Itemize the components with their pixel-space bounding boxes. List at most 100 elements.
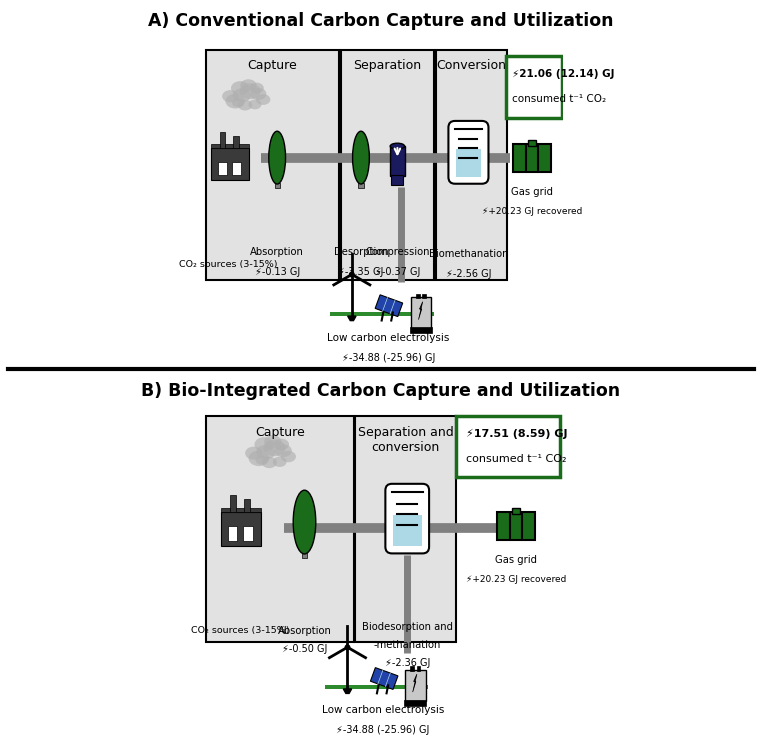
Bar xyxy=(221,508,261,512)
Bar xyxy=(230,495,236,512)
Ellipse shape xyxy=(245,447,262,459)
Ellipse shape xyxy=(226,94,245,108)
Text: ⚡-2.36 GJ: ⚡-2.36 GJ xyxy=(385,657,430,668)
Text: Biodesorption and: Biodesorption and xyxy=(362,622,453,632)
Ellipse shape xyxy=(353,131,370,184)
FancyBboxPatch shape xyxy=(456,416,559,476)
Ellipse shape xyxy=(248,99,261,110)
Bar xyxy=(405,700,426,705)
Bar xyxy=(330,312,434,316)
Text: ⚡-0.50 GJ: ⚡-0.50 GJ xyxy=(282,644,327,654)
Text: Separation and
conversion: Separation and conversion xyxy=(357,425,453,453)
Bar xyxy=(232,162,242,176)
Text: CO₂ sources (3-15%): CO₂ sources (3-15%) xyxy=(179,259,278,269)
Bar xyxy=(210,144,249,148)
Bar xyxy=(417,666,421,671)
Ellipse shape xyxy=(232,99,244,107)
FancyBboxPatch shape xyxy=(221,512,261,545)
FancyBboxPatch shape xyxy=(356,416,456,642)
Text: ⚡+20.23 GJ recovered: ⚡+20.23 GJ recovered xyxy=(466,575,566,584)
Polygon shape xyxy=(344,689,351,694)
Ellipse shape xyxy=(249,83,264,93)
Text: Low carbon electrolysis: Low carbon electrolysis xyxy=(327,333,450,342)
Bar xyxy=(528,140,536,146)
Text: Separation: Separation xyxy=(354,59,421,73)
Ellipse shape xyxy=(264,439,286,456)
Bar xyxy=(219,132,226,148)
Text: ⚡21.06 (12.14) GJ: ⚡21.06 (12.14) GJ xyxy=(512,69,614,79)
Text: Compression: Compression xyxy=(365,247,430,257)
Bar xyxy=(512,508,520,514)
Ellipse shape xyxy=(223,90,239,102)
Ellipse shape xyxy=(390,143,405,149)
Text: ⚡+20.23 GJ recovered: ⚡+20.23 GJ recovered xyxy=(482,207,582,216)
FancyBboxPatch shape xyxy=(448,121,488,184)
Ellipse shape xyxy=(274,444,292,457)
Polygon shape xyxy=(370,668,398,689)
Circle shape xyxy=(345,645,350,650)
Ellipse shape xyxy=(255,456,268,465)
Text: ⚡-0.13 GJ: ⚡-0.13 GJ xyxy=(255,267,299,277)
Text: CO₂ sources (3-15%): CO₂ sources (3-15%) xyxy=(191,626,290,635)
FancyBboxPatch shape xyxy=(411,297,431,329)
Bar xyxy=(233,136,239,148)
Text: Absorption: Absorption xyxy=(250,247,304,257)
Bar xyxy=(274,183,280,188)
Text: consumed t⁻¹ CO₂: consumed t⁻¹ CO₂ xyxy=(466,454,566,464)
Ellipse shape xyxy=(256,445,276,459)
Ellipse shape xyxy=(256,94,271,105)
Text: ⚡-3.35 GJ: ⚡-3.35 GJ xyxy=(338,267,383,277)
Ellipse shape xyxy=(273,456,287,467)
Ellipse shape xyxy=(238,100,252,110)
FancyBboxPatch shape xyxy=(390,146,405,176)
FancyBboxPatch shape xyxy=(206,50,339,279)
Bar xyxy=(244,499,250,512)
Ellipse shape xyxy=(255,437,274,452)
Text: Conversion: Conversion xyxy=(436,59,506,73)
Text: Capture: Capture xyxy=(255,425,305,439)
Bar xyxy=(228,526,238,540)
Text: ⚡17.51 (8.59) GJ: ⚡17.51 (8.59) GJ xyxy=(466,429,567,439)
Text: ⚡-2.56 GJ: ⚡-2.56 GJ xyxy=(446,269,491,279)
Text: Absorption: Absorption xyxy=(277,626,331,636)
Ellipse shape xyxy=(250,87,267,100)
FancyBboxPatch shape xyxy=(341,50,434,279)
Text: Gas grid: Gas grid xyxy=(511,187,553,197)
FancyBboxPatch shape xyxy=(392,176,403,185)
Ellipse shape xyxy=(240,79,257,92)
Bar xyxy=(302,553,307,558)
Ellipse shape xyxy=(231,82,249,95)
Bar xyxy=(218,162,226,176)
Ellipse shape xyxy=(261,456,277,468)
Text: Gas grid: Gas grid xyxy=(495,555,536,565)
Bar xyxy=(456,149,482,176)
Text: Desorption: Desorption xyxy=(334,247,389,257)
FancyBboxPatch shape xyxy=(513,144,551,172)
FancyBboxPatch shape xyxy=(497,511,535,539)
Bar xyxy=(325,685,428,689)
Circle shape xyxy=(350,272,354,276)
Polygon shape xyxy=(347,316,356,321)
Ellipse shape xyxy=(280,451,296,462)
Text: ⚡-34.88 (-25.96) GJ: ⚡-34.88 (-25.96) GJ xyxy=(336,725,430,734)
FancyBboxPatch shape xyxy=(210,148,249,180)
Bar xyxy=(392,515,422,546)
Ellipse shape xyxy=(264,435,281,448)
Text: Capture: Capture xyxy=(248,59,297,73)
Ellipse shape xyxy=(232,88,251,102)
Polygon shape xyxy=(418,302,423,319)
Text: ⚡-34.88 (-25.96) GJ: ⚡-34.88 (-25.96) GJ xyxy=(341,353,435,362)
Bar xyxy=(422,294,426,299)
FancyBboxPatch shape xyxy=(386,484,429,554)
Ellipse shape xyxy=(239,84,261,99)
Ellipse shape xyxy=(248,451,269,466)
Bar xyxy=(416,294,420,299)
Polygon shape xyxy=(375,295,402,316)
FancyBboxPatch shape xyxy=(436,50,507,279)
Bar xyxy=(410,328,432,333)
Text: -methanation: -methanation xyxy=(373,640,441,651)
Ellipse shape xyxy=(269,131,286,184)
Text: ⚡-0.37 GJ: ⚡-0.37 GJ xyxy=(375,267,420,277)
Polygon shape xyxy=(413,674,417,692)
Text: consumed t⁻¹ CO₂: consumed t⁻¹ CO₂ xyxy=(512,94,606,104)
